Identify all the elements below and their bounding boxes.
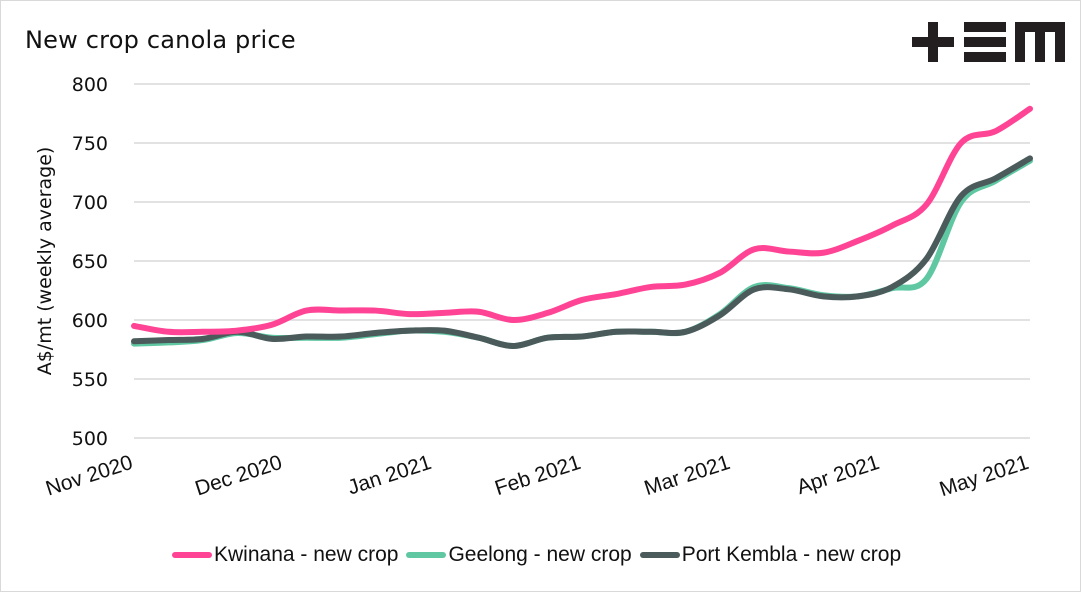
x-tick-label: Nov 2020: [43, 451, 136, 501]
x-tick-label: May 2021: [937, 451, 1032, 501]
series-line-geelong: [131, 157, 1033, 349]
y-tick-label: 550: [72, 369, 108, 391]
y-axis-label: A$/mt (weekly average): [34, 147, 56, 376]
x-tick-label: Mar 2021: [641, 451, 732, 500]
y-tick-label: 600: [72, 310, 108, 332]
tem-logo-icon: [912, 22, 1065, 62]
x-tick-label: Dec 2020: [192, 451, 285, 501]
y-tick-label: 700: [72, 192, 108, 214]
x-tick-label: Jan 2021: [345, 451, 434, 500]
y-tick-label: 800: [72, 74, 108, 96]
chart-legend: Kwinana - new crop Geelong - new crop Po…: [172, 543, 909, 567]
legend-swatch-kwinana: [172, 552, 212, 558]
series-line-kwinana: [131, 105, 1033, 336]
legend-label-kwinana: Kwinana - new crop: [214, 543, 399, 566]
logo-e-middle: [964, 37, 1006, 47]
chart-title: New crop canola price: [25, 26, 296, 54]
y-tick-label: 650: [72, 251, 108, 273]
y-tick-label: 500: [72, 428, 108, 450]
legend-swatch-geelong: [406, 552, 447, 558]
series-line-port-kembla: [131, 155, 1033, 349]
logo-m: [1015, 22, 1065, 62]
legend-label-port-kembla: Port Kembla - new crop: [681, 543, 902, 566]
legend-label-geelong: Geelong - new crop: [448, 543, 632, 566]
x-tick-label: Feb 2021: [492, 451, 584, 500]
logo-e-top: [964, 22, 1006, 32]
legend-item-port-kembla: Port Kembla - new crop: [639, 543, 902, 567]
x-tick-label: Apr 2021: [794, 451, 882, 499]
y-tick-label: 750: [72, 133, 108, 155]
logo-e-bottom: [964, 52, 1006, 62]
legend-swatch-port-kembla: [639, 552, 680, 558]
logo-plus-vertical: [928, 22, 938, 62]
legend-item-geelong: Geelong - new crop: [406, 543, 632, 567]
legend-item-kwinana: Kwinana - new crop: [172, 543, 398, 567]
